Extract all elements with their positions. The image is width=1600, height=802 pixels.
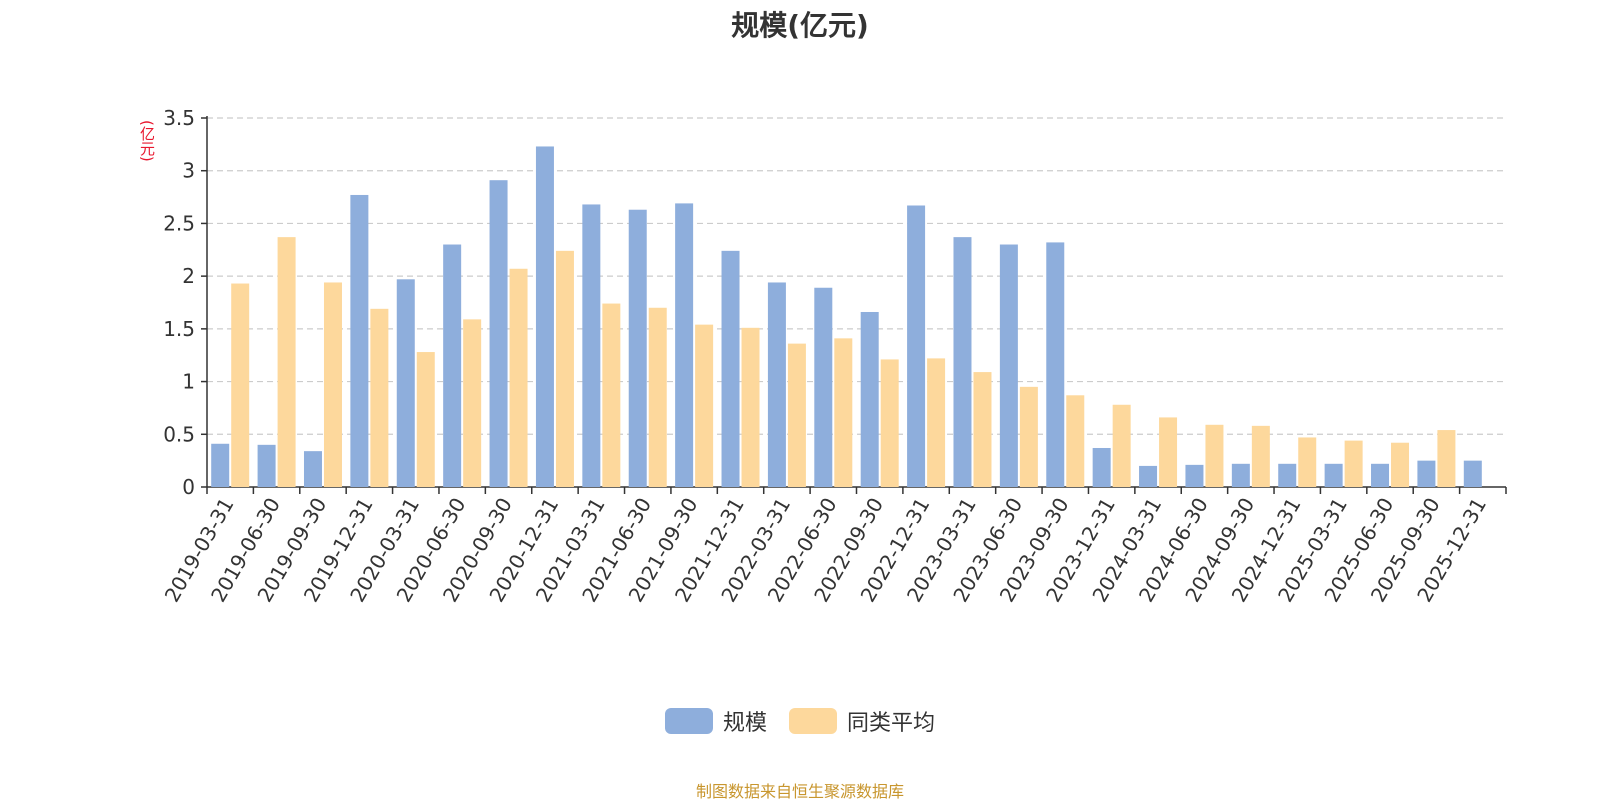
legend-label-scale: 规模 <box>722 711 767 736</box>
bars <box>211 146 1482 488</box>
bar-scale-2023-03-31[interactable] <box>953 237 972 487</box>
bar-scale-2020-09-30[interactable] <box>489 180 508 487</box>
bar-scale-2023-06-30[interactable] <box>999 244 1018 487</box>
bar-scale-2025-09-30[interactable] <box>1417 460 1436 487</box>
bar-scale-2021-03-31[interactable] <box>582 204 601 488</box>
x-tick-labels: 2019-03-312019-06-302019-09-302019-12-31… <box>160 493 1492 606</box>
bar-scale-2019-06-30[interactable] <box>257 444 276 487</box>
bar-scale-2020-03-31[interactable] <box>396 279 415 487</box>
bar-peer-average-2019-06-30[interactable] <box>277 237 296 487</box>
bar-peer-average-2024-03-31[interactable] <box>1159 417 1178 487</box>
bar-scale-2021-09-30[interactable] <box>675 203 694 487</box>
y-tick-label-2: 1 <box>182 370 195 394</box>
bar-scale-2024-09-30[interactable] <box>1231 463 1250 487</box>
bar-scale-2022-12-31[interactable] <box>907 205 926 487</box>
bar-peer-average-2024-06-30[interactable] <box>1205 424 1224 487</box>
bar-scale-2024-12-31[interactable] <box>1278 463 1297 487</box>
y-tick-label-4: 2 <box>182 264 195 288</box>
bar-peer-average-2025-06-30[interactable] <box>1391 442 1410 487</box>
bar-peer-average-2021-09-30[interactable] <box>695 324 714 487</box>
data-source-note: 制图数据来自恒生聚源数据库 <box>695 782 904 801</box>
bar-scale-2023-09-30[interactable] <box>1046 242 1065 487</box>
y-tick-labels: 0 0.5 1 1.5 2 2.5 3 3.5 <box>163 106 195 499</box>
legend: 规模 同类平均 <box>0 706 1600 736</box>
bar-peer-average-2019-03-31[interactable] <box>231 283 250 487</box>
bar-peer-average-2020-03-31[interactable] <box>416 352 435 487</box>
bar-peer-average-2025-09-30[interactable] <box>1437 430 1456 487</box>
y-tick-label-0: 0 <box>182 475 195 499</box>
bar-peer-average-2025-03-31[interactable] <box>1344 440 1363 487</box>
bar-scale-2022-09-30[interactable] <box>860 311 879 487</box>
legend-item-scale[interactable]: 规模 <box>664 705 767 737</box>
bar-peer-average-2020-06-30[interactable] <box>463 319 482 487</box>
bar-peer-average-2021-06-30[interactable] <box>648 307 667 487</box>
bar-scale-2023-12-31[interactable] <box>1092 447 1111 487</box>
bar-scale-2021-12-31[interactable] <box>721 250 740 487</box>
bar-peer-average-2022-09-30[interactable] <box>880 359 899 487</box>
bar-peer-average-2023-03-31[interactable] <box>973 372 992 487</box>
chart-title: 规模(亿元) <box>731 9 869 42</box>
bar-peer-average-2022-12-31[interactable] <box>927 358 946 487</box>
bar-scale-2022-06-30[interactable] <box>814 287 833 487</box>
bar-peer-average-2022-03-31[interactable] <box>787 343 806 487</box>
bar-scale-2022-03-31[interactable] <box>767 282 786 487</box>
bar-scale-2020-06-30[interactable] <box>443 244 462 487</box>
bar-scale-2025-06-30[interactable] <box>1371 463 1390 487</box>
grid-lines <box>207 117 1506 435</box>
legend-swatch-peer-average <box>789 708 837 734</box>
bar-scale-2025-12-31[interactable] <box>1463 460 1482 487</box>
bar-peer-average-2022-06-30[interactable] <box>834 338 853 487</box>
bar-scale-2024-03-31[interactable] <box>1139 465 1158 487</box>
bar-scale-2020-12-31[interactable] <box>535 146 554 488</box>
y-tick-label-7: 3.5 <box>163 106 195 130</box>
bar-peer-average-2019-09-30[interactable] <box>323 282 342 487</box>
bar-peer-average-2024-09-30[interactable] <box>1251 425 1270 487</box>
bar-scale-2024-06-30[interactable] <box>1185 464 1204 487</box>
legend-label-peer-average: 同类平均 <box>847 711 936 736</box>
bar-scale-2019-09-30[interactable] <box>303 451 322 487</box>
bar-peer-average-2024-12-31[interactable] <box>1298 437 1317 487</box>
legend-item-peer-average[interactable]: 同类平均 <box>789 705 935 737</box>
bar-peer-average-2021-12-31[interactable] <box>741 327 760 487</box>
bar-scale-2021-06-30[interactable] <box>628 209 647 488</box>
bar-scale-2019-03-31[interactable] <box>211 443 230 487</box>
bar-peer-average-2019-12-31[interactable] <box>370 308 389 487</box>
y-axis-label: (亿元) <box>138 120 156 162</box>
bar-scale-2019-12-31[interactable] <box>350 194 369 487</box>
bar-scale-2025-03-31[interactable] <box>1324 463 1343 487</box>
axes <box>201 116 1507 494</box>
bar-peer-average-2023-06-30[interactable] <box>1019 386 1038 487</box>
bar-peer-average-2020-09-30[interactable] <box>509 268 528 487</box>
y-tick-label-3: 1.5 <box>163 317 195 341</box>
y-tick-label-5: 2.5 <box>163 211 195 235</box>
bar-peer-average-2023-09-30[interactable] <box>1066 395 1085 487</box>
bar-peer-average-2021-03-31[interactable] <box>602 303 621 487</box>
legend-swatch-scale <box>664 708 713 734</box>
bar-peer-average-2020-12-31[interactable] <box>555 250 574 487</box>
y-tick-label-6: 3 <box>182 159 195 183</box>
y-tick-label-1: 0.5 <box>163 422 195 446</box>
bar-peer-average-2023-12-31[interactable] <box>1112 404 1131 487</box>
